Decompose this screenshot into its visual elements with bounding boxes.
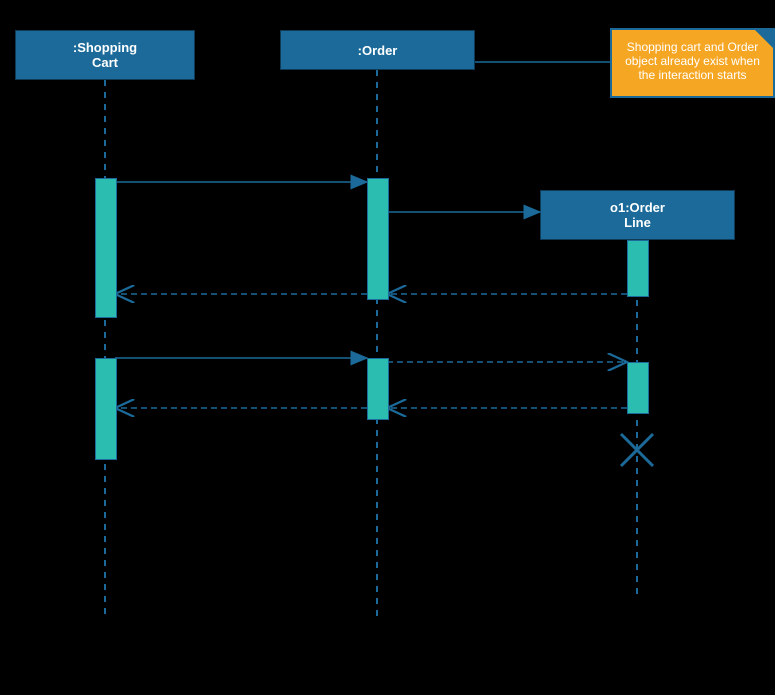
note-box: Shopping cart and Order object already e… — [610, 28, 775, 98]
participant-label: o1:OrderLine — [610, 200, 665, 230]
participant-label: :ShoppingCart — [73, 40, 137, 70]
activation-ol2 — [627, 362, 649, 414]
note-text-line: the interaction starts — [638, 68, 746, 82]
activation-order1 — [367, 178, 389, 300]
participant-order-line: o1:OrderLine — [540, 190, 735, 240]
note-text-line: object already exist when — [625, 54, 760, 68]
note-fold-icon — [755, 30, 773, 48]
participant-shopping-cart: :ShoppingCart — [15, 30, 195, 80]
destroy-x-icon — [621, 434, 653, 466]
diagram-svg — [0, 0, 775, 695]
participant-label: :Order — [358, 43, 398, 58]
note-text-line: Shopping cart and Order — [627, 40, 758, 54]
participant-order: :Order — [280, 30, 475, 70]
activation-sc1 — [95, 178, 117, 318]
activation-order2 — [367, 358, 389, 420]
activation-ol1 — [627, 240, 649, 297]
activation-sc2 — [95, 358, 117, 460]
